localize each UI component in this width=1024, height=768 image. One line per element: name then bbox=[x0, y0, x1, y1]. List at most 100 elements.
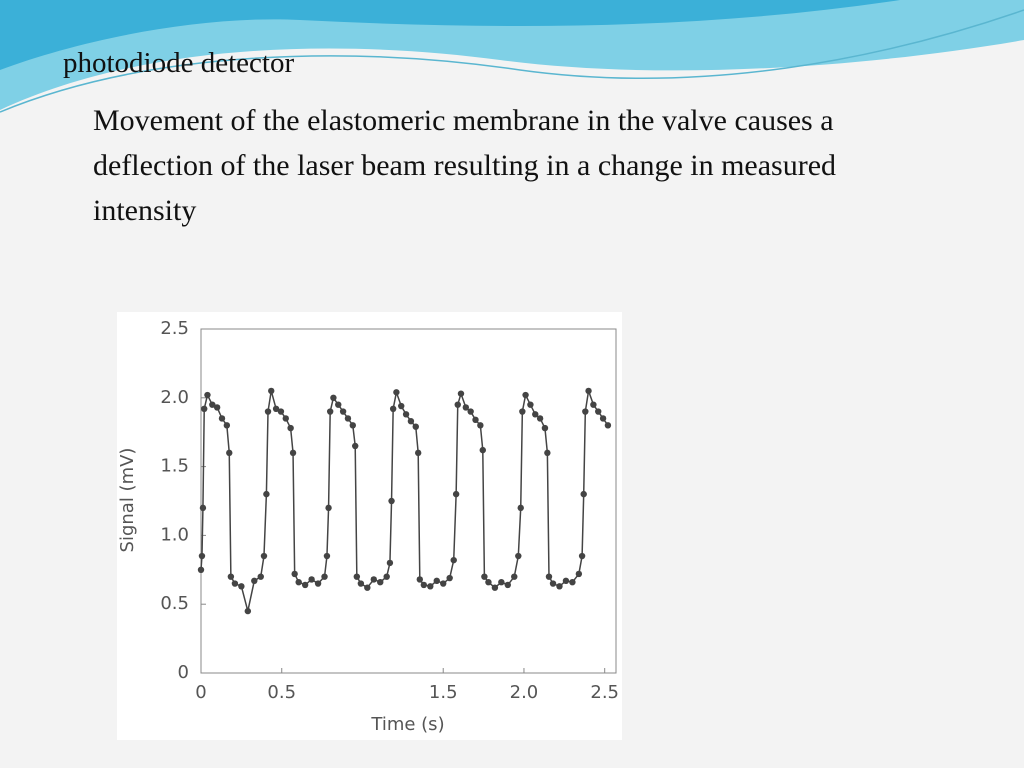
data-point bbox=[393, 389, 400, 396]
data-point bbox=[198, 552, 206, 560]
data-point bbox=[287, 424, 294, 432]
data-point bbox=[330, 394, 337, 401]
data-point bbox=[462, 404, 470, 411]
data-point bbox=[590, 401, 597, 408]
data-point bbox=[412, 423, 419, 430]
data-point bbox=[349, 422, 356, 429]
data-point bbox=[402, 411, 410, 418]
data-point bbox=[511, 573, 518, 580]
data-point bbox=[541, 424, 549, 432]
data-point bbox=[544, 449, 551, 457]
data-point bbox=[582, 408, 589, 415]
data-point bbox=[263, 490, 270, 498]
x-tick-label: 1.5 bbox=[429, 682, 458, 703]
data-point bbox=[595, 408, 602, 415]
data-point bbox=[353, 573, 361, 580]
data-point bbox=[498, 578, 505, 586]
y-tick-label: 2.0 bbox=[160, 387, 189, 408]
data-point bbox=[416, 576, 424, 583]
x-tick-label: 2.0 bbox=[510, 682, 539, 703]
x-tick-label: 0.5 bbox=[267, 682, 296, 703]
chart: Signal (mV) Time (s) 0 0.5 1.0 1.5 2.0 2.5 0 0.… bbox=[117, 312, 622, 740]
data-point bbox=[578, 552, 586, 560]
data-point bbox=[517, 504, 524, 512]
x-axis-label: Time (s) bbox=[370, 714, 444, 735]
data-point bbox=[398, 402, 405, 410]
y-tick-label: 0.5 bbox=[160, 593, 189, 614]
data-point bbox=[433, 577, 440, 585]
data-point bbox=[420, 581, 428, 589]
data-point bbox=[218, 415, 226, 422]
data-point bbox=[282, 415, 289, 422]
data-point bbox=[325, 504, 332, 512]
data-point bbox=[323, 552, 331, 560]
data-point bbox=[209, 401, 216, 408]
data-point bbox=[388, 497, 395, 505]
data-point bbox=[457, 390, 465, 397]
data-point bbox=[575, 570, 583, 578]
data-point bbox=[549, 580, 557, 587]
data-point bbox=[515, 552, 522, 560]
data-point bbox=[213, 404, 221, 411]
data-point bbox=[264, 408, 272, 415]
data-point bbox=[289, 449, 297, 457]
data-point bbox=[556, 583, 563, 590]
data-point bbox=[477, 422, 484, 429]
data-point bbox=[326, 408, 334, 415]
y-tick-label: 2.5 bbox=[160, 318, 189, 339]
data-point bbox=[527, 401, 534, 408]
data-point bbox=[364, 584, 371, 591]
wave-line bbox=[0, 9, 1024, 113]
plot-frame bbox=[200, 328, 617, 674]
data-point bbox=[357, 580, 365, 587]
data-point bbox=[197, 566, 205, 573]
data-point bbox=[481, 573, 488, 580]
data-point bbox=[545, 573, 553, 580]
data-point bbox=[231, 580, 239, 587]
data-point bbox=[291, 570, 298, 578]
data-point bbox=[536, 415, 544, 422]
data-point bbox=[604, 422, 612, 429]
y-tick-label: 1.5 bbox=[160, 456, 189, 477]
data-point bbox=[226, 449, 233, 457]
data-point bbox=[257, 573, 264, 580]
data-point bbox=[227, 573, 235, 580]
heading: photodiode detector bbox=[63, 47, 295, 79]
data-point bbox=[314, 580, 322, 587]
data-point bbox=[454, 401, 461, 408]
wave bbox=[0, 0, 1024, 110]
data-point bbox=[308, 576, 315, 583]
y-tick-label: 0 bbox=[178, 662, 189, 683]
data-point bbox=[467, 408, 474, 415]
y-tick-label: 1.0 bbox=[160, 524, 189, 545]
data-point bbox=[479, 446, 486, 454]
data-point bbox=[344, 415, 352, 422]
data-point bbox=[204, 391, 211, 399]
data-point bbox=[223, 422, 231, 429]
data-point bbox=[472, 416, 479, 424]
data-point bbox=[452, 490, 460, 498]
data-point bbox=[352, 442, 359, 450]
data-point bbox=[519, 408, 526, 415]
data-point bbox=[407, 417, 415, 425]
data-point bbox=[485, 578, 492, 586]
data-point bbox=[585, 387, 592, 395]
x-tick-label: 0 bbox=[195, 682, 206, 703]
data-point bbox=[260, 552, 268, 560]
data-point bbox=[562, 577, 570, 585]
data-point bbox=[580, 490, 587, 498]
data-point bbox=[389, 405, 397, 413]
wave bbox=[0, 0, 900, 70]
data-point bbox=[427, 583, 434, 590]
data-point bbox=[199, 504, 207, 512]
data-point bbox=[450, 556, 457, 564]
data-point bbox=[491, 584, 499, 591]
data-point bbox=[599, 415, 607, 422]
data-point bbox=[295, 578, 302, 586]
data-point bbox=[268, 387, 275, 395]
data-point bbox=[446, 574, 453, 582]
data-point bbox=[532, 411, 539, 418]
data-point bbox=[335, 401, 342, 408]
